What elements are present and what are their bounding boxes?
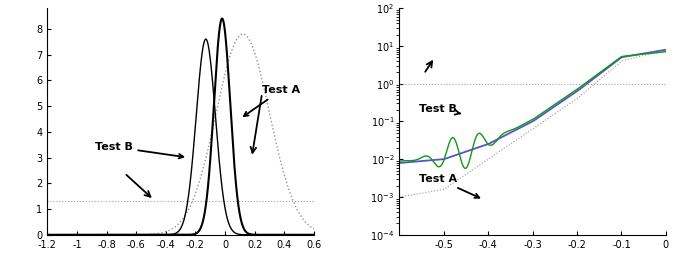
Text: Test B: Test B [95, 142, 183, 158]
Text: Test A: Test A [419, 174, 479, 198]
Text: Test A: Test A [244, 85, 300, 116]
Text: Test B: Test B [419, 104, 460, 115]
